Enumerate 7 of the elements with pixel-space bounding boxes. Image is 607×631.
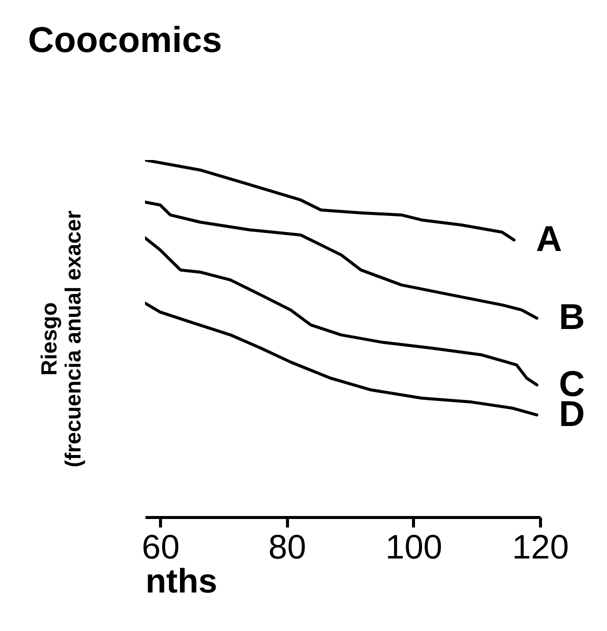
x-tick-label: 120 [512, 528, 569, 566]
series-label: B [558, 296, 585, 338]
series-label: A [536, 218, 562, 259]
chart-title: Coocomics [28, 19, 222, 60]
x-tick-label: 80 [268, 528, 306, 566]
y-axis-title: Riesgo (frecuencia anual exacer [36, 210, 86, 468]
x-tick-label: 100 [386, 528, 442, 566]
